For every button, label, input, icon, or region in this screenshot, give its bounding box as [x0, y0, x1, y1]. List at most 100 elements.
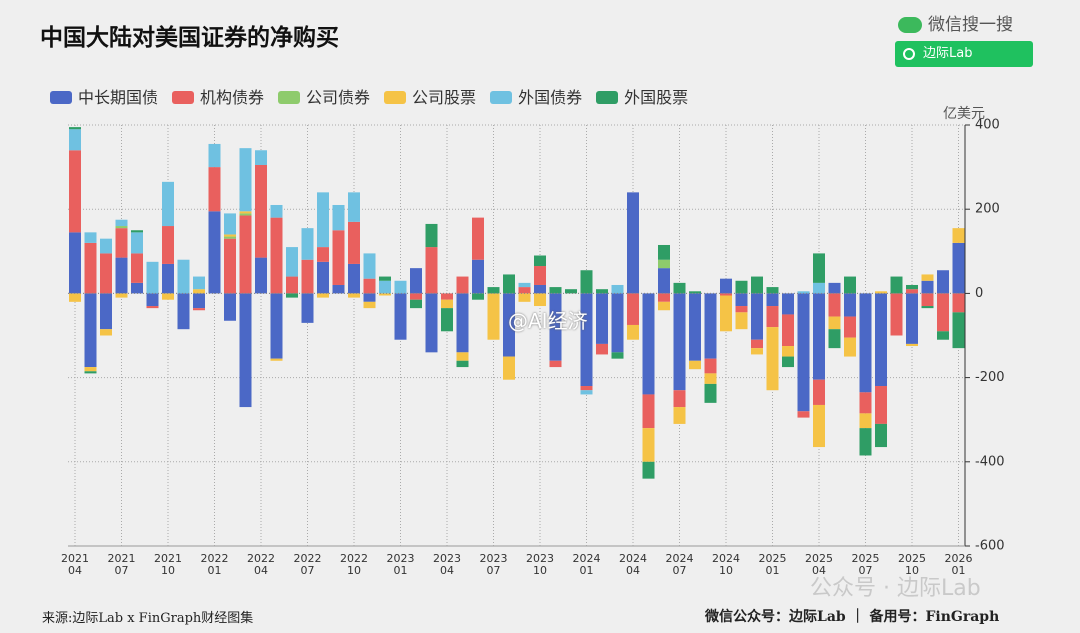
bar-segment	[239, 213, 252, 216]
bar-segment	[673, 390, 686, 408]
bar-segment	[224, 234, 236, 237]
x-tick-label: 2025 07	[851, 552, 880, 577]
x-tick-label: 2026 01	[944, 552, 973, 577]
x-tick-label: 2021 07	[107, 552, 136, 577]
bar-segment	[844, 276, 856, 294]
bar-segment	[658, 293, 670, 302]
bar-segment	[797, 293, 810, 412]
bar-segment	[239, 211, 252, 214]
bar-segment	[859, 392, 872, 414]
bar-segment	[751, 276, 763, 294]
legend-label: 机构债券	[200, 88, 265, 107]
watermark: @AI经济	[508, 309, 588, 333]
chart-title: 中国大陆对美国证券的净购买	[40, 25, 339, 51]
bar-segment	[394, 280, 407, 294]
x-tick-label: 2023 01	[386, 552, 415, 577]
bar-segment	[410, 299, 422, 309]
bar-segment	[84, 367, 97, 372]
legend-item: 公司股票	[384, 84, 476, 108]
bar-segment	[952, 293, 965, 313]
bar-segment	[224, 238, 236, 294]
bar-segment	[472, 293, 484, 300]
bar-segment	[766, 287, 779, 294]
bar-segment	[627, 192, 639, 294]
bar-segment	[177, 259, 190, 294]
bar-segment	[859, 428, 872, 456]
bar-segment	[906, 343, 918, 347]
bar-segment	[332, 230, 345, 285]
bar-segment	[580, 270, 593, 294]
bar-segment	[193, 293, 205, 309]
bar-segment	[844, 337, 856, 357]
bar-segment	[208, 143, 221, 168]
legend-label: 中长期国债	[78, 88, 159, 107]
footer-right: 微信公众号：边际Lab ｜ 备用号：FinGraph	[705, 609, 1000, 625]
bar-segment	[828, 293, 841, 317]
legend-label: 外国债券	[518, 88, 583, 107]
bar-segment	[813, 293, 825, 380]
x-tick-label: 2023 04	[433, 552, 461, 577]
bar-segment	[84, 293, 97, 368]
bar-segment	[751, 339, 763, 349]
x-tick-label: 2021 10	[154, 552, 182, 577]
bar-segment	[658, 244, 670, 260]
bar-segment	[410, 268, 422, 294]
bar-segment	[115, 219, 128, 227]
bar-segment	[208, 167, 221, 212]
bar-segment	[937, 331, 949, 340]
x-tick-label: 2025 04	[805, 552, 833, 577]
bar-segment	[239, 293, 252, 408]
bar-segment	[735, 312, 748, 330]
bar-segment	[131, 232, 143, 254]
search-box[interactable]: 边际Lab	[895, 41, 1033, 67]
bar-segment	[828, 329, 841, 349]
x-tick-label: 2025 01	[758, 552, 787, 577]
legend-label: 外国股票	[624, 88, 689, 107]
bar-segment	[673, 293, 686, 391]
bar-segment	[239, 148, 252, 212]
bar-segment	[596, 343, 608, 355]
bar-segment	[689, 291, 701, 294]
bar-segment	[704, 358, 717, 374]
bar-segment	[286, 247, 298, 277]
bar-segment	[782, 314, 794, 347]
legend-item: 中长期国债	[50, 84, 158, 108]
legend-swatch	[278, 91, 301, 104]
bar-segment	[813, 379, 825, 405]
bar-segment	[224, 293, 236, 321]
bar-segment	[782, 346, 794, 357]
bar-segment	[410, 293, 422, 300]
bar-segment	[84, 232, 97, 243]
source: 来源:边际Lab x FinGraph财经图集	[42, 611, 254, 626]
bar-segment	[952, 312, 965, 349]
bar-segment	[332, 204, 345, 231]
bar-segment	[828, 316, 841, 330]
legend-label: 公司股票	[412, 88, 477, 107]
x-tick-label: 2021 04	[61, 552, 89, 577]
bar-segment	[689, 293, 701, 361]
bar-segment	[69, 129, 81, 151]
bar-segment	[193, 289, 205, 294]
legend-item: 公司债券	[278, 84, 370, 108]
bar-segment	[472, 217, 484, 260]
bar-segment	[658, 268, 670, 294]
x-tick-label: 2025 10	[898, 552, 926, 577]
bar-segment	[301, 228, 314, 260]
bar-segment	[255, 164, 267, 258]
bar-segment	[828, 282, 841, 294]
bar-segment	[906, 293, 918, 344]
bar-segment	[518, 293, 531, 302]
bar-segment	[270, 217, 283, 294]
bar-segment	[937, 270, 949, 294]
bar-segment	[596, 289, 608, 294]
bar-segment	[332, 284, 345, 294]
bar-segment	[177, 293, 190, 330]
bar-segment	[286, 276, 298, 294]
bar-segment	[797, 411, 810, 418]
bar-segment	[534, 266, 546, 285]
bar-segment	[270, 204, 283, 218]
bar-segment	[580, 386, 593, 391]
legend-item: 外国债券	[490, 84, 582, 108]
x-tick-label: 2022 10	[340, 552, 368, 577]
bar-segment	[720, 278, 732, 294]
